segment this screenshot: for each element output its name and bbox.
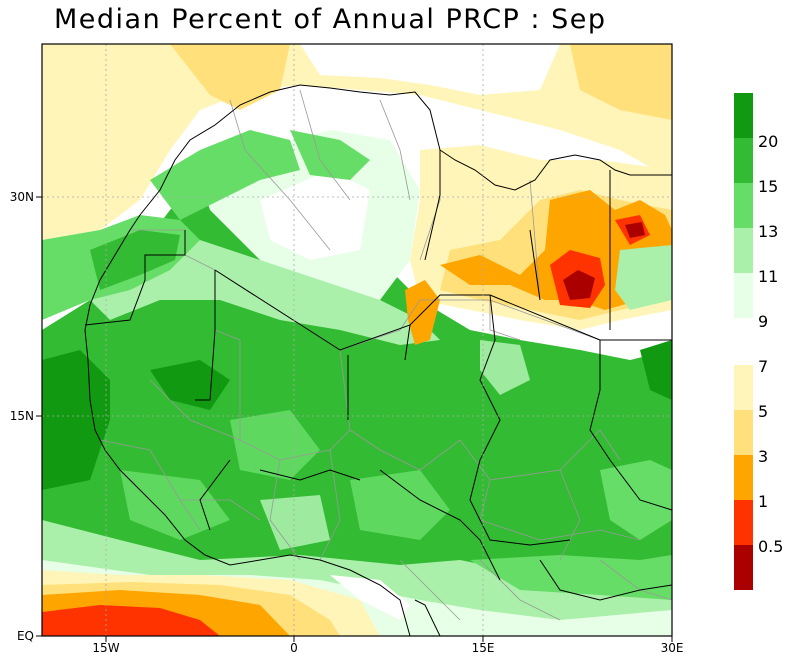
field-yellow-north xyxy=(170,44,290,110)
colorbar-upper-swatch-0 xyxy=(734,93,753,138)
x-tick-15e: 15E xyxy=(472,641,495,655)
y-tick-15n: 15N xyxy=(10,409,34,423)
field-dark-green-senegal xyxy=(42,350,110,490)
field-yellow-ne xyxy=(570,44,672,120)
colorbar-label-1: 1 xyxy=(758,492,768,511)
field-orange-libya xyxy=(440,190,672,310)
colorbar-label-5: 5 xyxy=(758,402,768,421)
plot-frame xyxy=(41,43,673,637)
colorbar-label-11: 11 xyxy=(758,267,778,286)
coastline-and-major-borders xyxy=(84,84,672,636)
field-dark-green-east xyxy=(640,340,672,400)
x-tick-30e: 30E xyxy=(661,641,684,655)
field-light-green-5 xyxy=(480,340,530,395)
grid-lines xyxy=(42,44,672,636)
field-white-south xyxy=(330,575,410,620)
y-tick-30n: 30N xyxy=(10,190,34,204)
field-green-congo xyxy=(470,555,672,600)
axis-ticks xyxy=(36,196,673,642)
x-tick-0: 0 xyxy=(290,641,298,655)
field-white-sahara2 xyxy=(260,170,370,260)
field-green-atlas2 xyxy=(290,130,370,180)
field-pale-yellow-north xyxy=(42,44,672,240)
field-green-atlas xyxy=(150,130,300,220)
field-dark-red-ne xyxy=(625,222,645,238)
colorbar-label-9: 9 xyxy=(758,312,768,331)
field-mid-green-2 xyxy=(120,470,230,540)
colorbar-upper-swatch-2 xyxy=(734,183,753,228)
colorbar-label-20: 20 xyxy=(758,132,778,151)
x-tick-15w: 15W xyxy=(92,641,119,655)
colorbar-lower-swatch-0 xyxy=(734,365,753,410)
colorbar-lower-swatch-2 xyxy=(734,455,753,500)
field-mid-green-3 xyxy=(350,470,450,540)
colorbar-lower-swatch-3 xyxy=(734,500,753,545)
colorbar-upper-swatch-1 xyxy=(734,138,753,183)
field-light-green-band xyxy=(90,240,440,345)
colorbar-upper-swatch-4 xyxy=(734,273,753,318)
colorbar-label-13: 13 xyxy=(758,222,778,241)
field-dark-red-libya xyxy=(563,270,595,300)
field-red-south xyxy=(42,605,220,636)
colorbar-label-15: 15 xyxy=(758,177,778,196)
y-tick-eq: EQ xyxy=(17,629,34,643)
colorbar: 20 15 13 11 9 7 5 3 1 0.5 xyxy=(734,93,783,590)
colorbar-label-7: 7 xyxy=(758,357,768,376)
field-green-coast-dark xyxy=(90,230,180,290)
colorbar-label-0-5: 0.5 xyxy=(758,537,783,556)
colorbar-label-3: 3 xyxy=(758,447,768,466)
field-light-green-east xyxy=(600,460,672,540)
colorbar-upper xyxy=(734,93,753,318)
map-title: Median Percent of Annual PRCP : Sep xyxy=(54,4,607,35)
colorbar-lower-swatch-1 xyxy=(734,410,753,455)
colorbar-lower xyxy=(734,365,753,590)
field-mid-green-1 xyxy=(230,410,320,480)
field-pale-green-egypt xyxy=(615,245,672,310)
field-light-green-4 xyxy=(260,495,330,550)
colorbar-upper-swatch-3 xyxy=(734,228,753,273)
colorbar-lower-swatch-4 xyxy=(734,545,753,590)
field-white-med xyxy=(300,44,560,95)
map-fields xyxy=(42,44,672,636)
